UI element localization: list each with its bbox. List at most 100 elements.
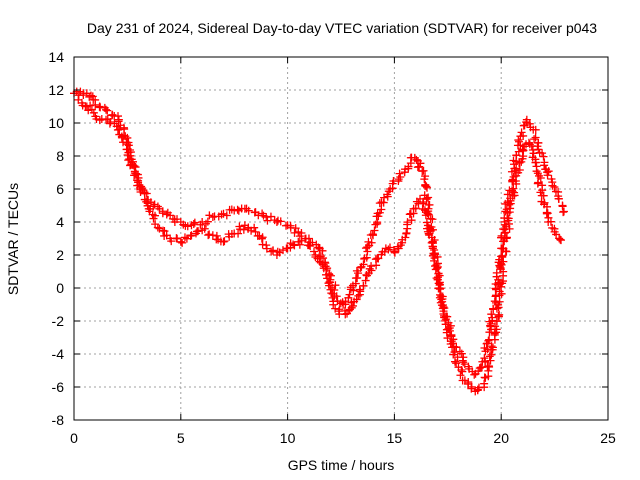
data-point: [203, 217, 212, 226]
data-point: [480, 373, 489, 382]
data-point: [183, 222, 192, 231]
y-tick-label: 4: [56, 214, 64, 230]
data-point: [332, 292, 341, 301]
y-tick-label: -4: [52, 346, 65, 362]
data-point: [355, 285, 364, 294]
data-point: [434, 284, 443, 293]
data-point: [536, 173, 545, 182]
data-point: [395, 169, 404, 178]
data-point: [106, 118, 115, 127]
grid-lines: [74, 57, 608, 420]
data-point: [125, 155, 134, 164]
data-point: [401, 233, 410, 242]
data-point: [458, 367, 467, 376]
data-point: [186, 231, 195, 240]
y-axis-title: SDTVAR / TECUs: [5, 183, 21, 295]
data-point: [126, 160, 135, 169]
data-point: [539, 191, 548, 200]
data-point: [540, 161, 549, 170]
x-tick-label: 25: [600, 430, 616, 446]
data-point: [544, 167, 553, 176]
data-point: [435, 280, 444, 289]
data-point: [361, 276, 370, 285]
data-point: [377, 205, 386, 214]
data-point: [205, 230, 214, 239]
data-point: [359, 260, 368, 269]
data-point: [86, 101, 95, 110]
data-point: [530, 135, 539, 144]
data-point: [102, 105, 111, 114]
data-point: [484, 336, 493, 345]
data-point: [257, 234, 266, 243]
data-point: [425, 231, 434, 240]
data-point: [251, 227, 260, 236]
data-point: [222, 211, 231, 220]
data-point: [423, 183, 432, 192]
data-point: [449, 350, 458, 359]
data-point: [534, 145, 543, 154]
data-point: [153, 223, 162, 232]
data-point: [457, 365, 466, 374]
data-point: [515, 158, 524, 167]
data-point: [326, 285, 335, 294]
data-point: [304, 241, 313, 250]
x-tick-label: 10: [280, 430, 296, 446]
data-point: [407, 216, 416, 225]
data-point: [189, 220, 198, 229]
data-point: [180, 233, 189, 242]
data-point: [89, 108, 98, 117]
data-point: [525, 119, 534, 128]
data-point: [492, 268, 501, 277]
data-point: [519, 131, 528, 140]
data-point: [263, 216, 272, 225]
data-point: [494, 311, 503, 320]
data-point: [490, 329, 499, 338]
data-point: [297, 236, 306, 245]
data-points: [70, 87, 568, 396]
data-point: [447, 332, 456, 341]
data-point: [473, 385, 482, 394]
data-point: [354, 269, 363, 278]
data-point: [362, 253, 371, 262]
data-point: [367, 262, 376, 271]
data-point: [448, 343, 457, 352]
data-point: [514, 137, 523, 146]
data-point: [443, 334, 452, 343]
data-point: [497, 282, 506, 291]
data-point: [497, 289, 506, 298]
data-point: [114, 117, 123, 126]
data-point: [495, 310, 504, 319]
data-point: [421, 211, 430, 220]
data-point: [258, 233, 267, 242]
data-point: [459, 358, 468, 367]
x-axis-title: GPS time / hours: [288, 457, 395, 473]
data-point: [499, 257, 508, 266]
data-point: [273, 247, 282, 256]
data-point: [432, 274, 441, 283]
data-point: [149, 214, 158, 223]
y-tick-label: -2: [52, 313, 65, 329]
data-point: [268, 246, 277, 255]
data-point: [318, 260, 327, 269]
data-point: [202, 219, 211, 228]
data-point: [420, 175, 429, 184]
data-point: [557, 236, 566, 245]
data-point: [425, 200, 434, 209]
data-point: [130, 162, 139, 171]
data-point: [130, 171, 139, 180]
data-point: [480, 343, 489, 352]
data-point: [529, 149, 538, 158]
data-point: [297, 229, 306, 238]
data-point: [442, 312, 451, 321]
data-point: [208, 231, 217, 240]
data-point: [499, 244, 508, 253]
axis-ticks: 0 5 10 15 20 25 -8 -6 -4 -2 0 2 4 6 8 10 12 14: [48, 49, 616, 446]
data-point: [138, 184, 147, 193]
data-point: [418, 167, 427, 176]
data-point: [329, 300, 338, 309]
data-point: [276, 217, 285, 226]
data-point: [266, 212, 275, 221]
data-point: [486, 319, 495, 328]
data-point: [367, 238, 376, 247]
data-point: [548, 181, 557, 190]
